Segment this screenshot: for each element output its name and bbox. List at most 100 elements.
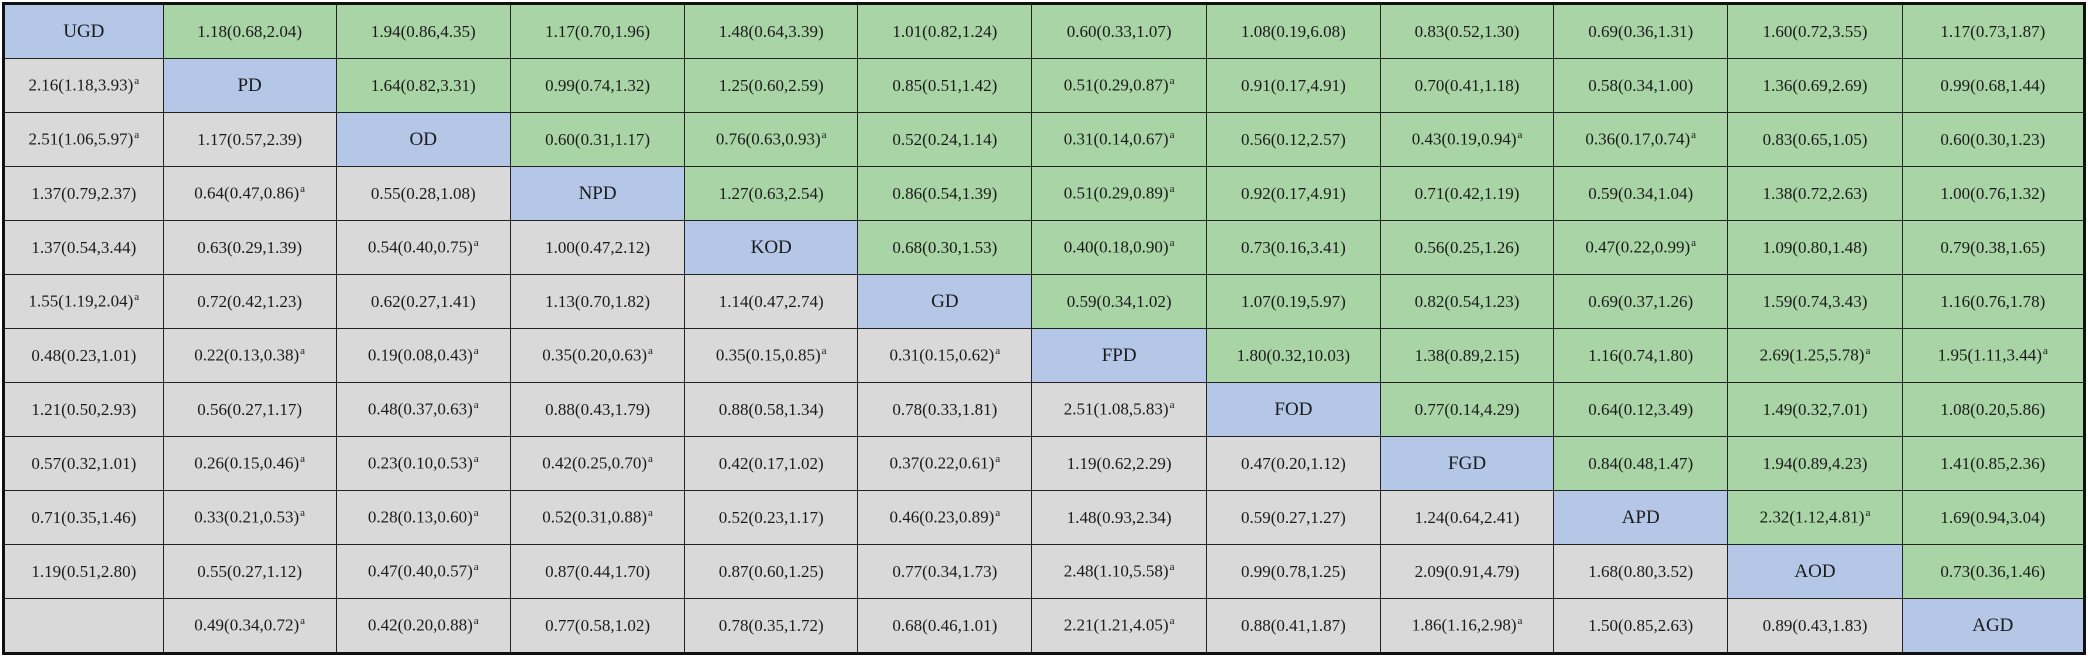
comparison-cell: 0.70(0.41,1.18) bbox=[1380, 58, 1555, 113]
cell-value: 0.73(0.36,1.46) bbox=[1940, 561, 2046, 581]
comparison-cell: 0.84(0.48,1.47) bbox=[1553, 436, 1729, 491]
significance-marker: a bbox=[648, 453, 653, 466]
significance-marker: a bbox=[2042, 345, 2048, 358]
cell-value: 0.47(0.40,0.57) bbox=[367, 561, 473, 581]
cell-value: 0.87(0.60,1.25) bbox=[718, 561, 824, 581]
significance-marker: a bbox=[1691, 237, 1697, 250]
cell-value: 1.55(1.19,2.04) bbox=[28, 291, 134, 311]
comparison-cell: 1.68(0.80,3.52) bbox=[1553, 544, 1729, 599]
table-body: UGD 1.18(0.68,2.04) 1.94(0.86,4.35) 1.17(0.… bbox=[3, 3, 2086, 654]
comparison-cell: 1.55(1.19,2.04)a bbox=[3, 274, 164, 329]
comparison-cell: 0.47(0.20,1.12) bbox=[1205, 436, 1382, 491]
cell-value: 0.85(0.51,1.42) bbox=[892, 75, 998, 95]
cell-value: 1.07(0.19,5.97) bbox=[1241, 291, 1346, 311]
cell-value: 0.55(0.28,1.08) bbox=[370, 183, 476, 203]
comparison-cell: 0.76(0.63,0.93)a bbox=[684, 112, 859, 167]
cell-value: 0.52(0.23,1.17) bbox=[718, 507, 824, 527]
comparison-cell: 1.18(0.68,2.04) bbox=[162, 3, 337, 59]
cell-value: OD bbox=[409, 128, 437, 150]
table-row: 1.37(0.79,2.37) 0.64(0.47,0.86)a 0.55(0.28… bbox=[3, 166, 2086, 221]
cell-value: 0.42(0.20,0.88) bbox=[367, 615, 473, 635]
comparison-cell: 0.86(0.54,1.39) bbox=[857, 166, 1033, 221]
comparison-cell: 1.27(0.63,2.54) bbox=[684, 166, 859, 221]
cell-value: 0.31(0.14,0.67) bbox=[1063, 129, 1169, 149]
comparison-cell: 0.58(0.34,1.00) bbox=[1553, 58, 1729, 113]
table-row: 0.48(0.23,1.01) 0.22(0.13,0.38)a 0.19(0.08… bbox=[3, 328, 2086, 383]
cell-value: 1.13(0.70,1.82) bbox=[545, 291, 650, 311]
cell-value: 0.60(0.31,1.17) bbox=[545, 129, 650, 149]
significance-marker: a bbox=[134, 75, 140, 88]
comparison-cell: 0.68(0.46,1.01) bbox=[857, 598, 1033, 654]
comparison-cell: 1.69(0.94,3.04) bbox=[1901, 490, 2086, 545]
significance-marker: a bbox=[473, 345, 479, 358]
comparison-cell: 0.83(0.52,1.30) bbox=[1380, 3, 1555, 59]
comparison-cell: 0.62(0.27,1.41) bbox=[335, 274, 511, 329]
comparison-cell: 1.17(0.57,2.39) bbox=[162, 112, 337, 167]
comparison-cell: 1.48(0.93,2.34) bbox=[1031, 490, 1207, 545]
treatment-label-cell: UGD bbox=[3, 3, 164, 59]
comparison-cell: 0.51(0.29,0.89)a bbox=[1031, 166, 1207, 221]
cell-value: 0.58(0.34,1.00) bbox=[1588, 75, 1694, 95]
cell-value: 0.35(0.20,0.63) bbox=[542, 345, 648, 365]
cell-value: 0.35(0.15,0.85) bbox=[715, 345, 821, 365]
comparison-cell: 1.59(0.74,3.43) bbox=[1727, 274, 1903, 329]
cell-value: 0.99(0.68,1.44) bbox=[1940, 75, 2046, 95]
significance-marker: a bbox=[821, 129, 827, 142]
cell-value: 0.68(0.46,1.01) bbox=[892, 615, 998, 635]
cell-value: 0.84(0.48,1.47) bbox=[1588, 453, 1694, 473]
comparison-cell: 0.91(0.17,4.91) bbox=[1205, 58, 1382, 113]
comparison-cell: 0.35(0.15,0.85)a bbox=[684, 328, 859, 383]
cell-value: 1.14(0.47,2.74) bbox=[718, 291, 824, 311]
significance-marker: a bbox=[300, 345, 305, 358]
comparison-cell: 1.48(0.64,3.39) bbox=[684, 3, 859, 59]
comparison-cell: 0.72(0.42,1.23) bbox=[162, 274, 337, 329]
cell-value: 1.60(0.72,3.55) bbox=[1762, 21, 1868, 41]
comparison-cell: 0.31(0.15,0.62)a bbox=[857, 328, 1033, 383]
comparison-cell: 0.64(0.12,3.49) bbox=[1553, 382, 1729, 437]
cell-value: 0.31(0.15,0.62) bbox=[889, 345, 995, 365]
cell-value: 0.69(0.37,1.26) bbox=[1588, 291, 1694, 311]
treatment-label-cell: AOD bbox=[1727, 544, 1903, 599]
significance-marker: a bbox=[473, 237, 479, 250]
cell-value: 0.79(0.38,1.65) bbox=[1940, 237, 2046, 257]
cell-value: 0.71(0.35,1.46) bbox=[31, 507, 137, 527]
cell-value: 1.08(0.20,5.86) bbox=[1940, 399, 2046, 419]
cell-value: 1.01(0.82,1.24) bbox=[892, 21, 998, 41]
cell-value: 0.71(0.42,1.19) bbox=[1414, 183, 1520, 203]
cell-value: 0.59(0.34,1.02) bbox=[1066, 291, 1172, 311]
cell-value: 0.48(0.37,0.63) bbox=[367, 399, 473, 419]
comparison-cell: 1.01(0.82,1.24) bbox=[857, 3, 1033, 59]
comparison-cell: 0.87(0.44,1.70) bbox=[509, 544, 686, 599]
comparison-cell: 0.69(0.37,1.26) bbox=[1553, 274, 1729, 329]
cell-value: 2.51(1.06,5.97) bbox=[28, 129, 134, 149]
comparison-cell: 0.73(0.16,3.41) bbox=[1205, 220, 1382, 275]
cell-value: 1.09(0.80,1.48) bbox=[1762, 237, 1868, 257]
cell-value: 0.87(0.44,1.70) bbox=[545, 561, 650, 581]
comparison-cell: 0.37(0.22,0.61)a bbox=[857, 436, 1033, 491]
treatment-label-cell: FPD bbox=[1031, 328, 1207, 383]
cell-value: 0.99(0.78,1.25) bbox=[1241, 561, 1346, 581]
comparison-cell: 1.16(0.74,1.80) bbox=[1553, 328, 1729, 383]
treatment-label-cell: PD bbox=[162, 58, 337, 113]
cell-value: 0.56(0.25,1.26) bbox=[1414, 237, 1520, 257]
cell-value: 1.69(0.94,3.04) bbox=[1940, 507, 2046, 527]
comparison-cell: 0.69(0.36,1.31) bbox=[1553, 3, 1729, 59]
cell-value: 0.78(0.35,1.72) bbox=[718, 615, 824, 635]
cell-value: 0.19(0.08,0.43) bbox=[367, 345, 473, 365]
cell-value: 1.37(0.54,3.44) bbox=[31, 237, 137, 257]
cell-value: 1.17(0.57,2.39) bbox=[197, 129, 303, 149]
cell-value: 1.19(0.51,2.80) bbox=[31, 561, 137, 581]
comparison-cell: 0.54(0.40,0.75)a bbox=[335, 220, 511, 275]
significance-marker: a bbox=[995, 507, 1001, 520]
comparison-cell: 1.00(0.47,2.12) bbox=[509, 220, 686, 275]
cell-value: 1.17(0.70,1.96) bbox=[545, 21, 650, 41]
comparison-cell: 1.38(0.72,2.63) bbox=[1727, 166, 1903, 221]
table-row: 1.37(0.54,3.44) 0.63(0.29,1.39) 0.54(0.40,… bbox=[3, 220, 2086, 275]
cell-value: 1.00(0.47,2.12) bbox=[545, 237, 650, 257]
cell-value: FGD bbox=[1448, 452, 1487, 474]
comparison-cell: 0.35(0.20,0.63)a bbox=[509, 328, 686, 383]
comparison-cell: 0.71(0.42,1.19) bbox=[1380, 166, 1555, 221]
comparison-cell: 0.59(0.34,1.02) bbox=[1031, 274, 1207, 329]
comparison-cell: 0.42(0.20,0.88)a bbox=[335, 598, 511, 654]
table-row: 0.49(0.34,0.72)a 0.42(0.20,0.88)a 0.77(0.5… bbox=[3, 598, 2086, 654]
